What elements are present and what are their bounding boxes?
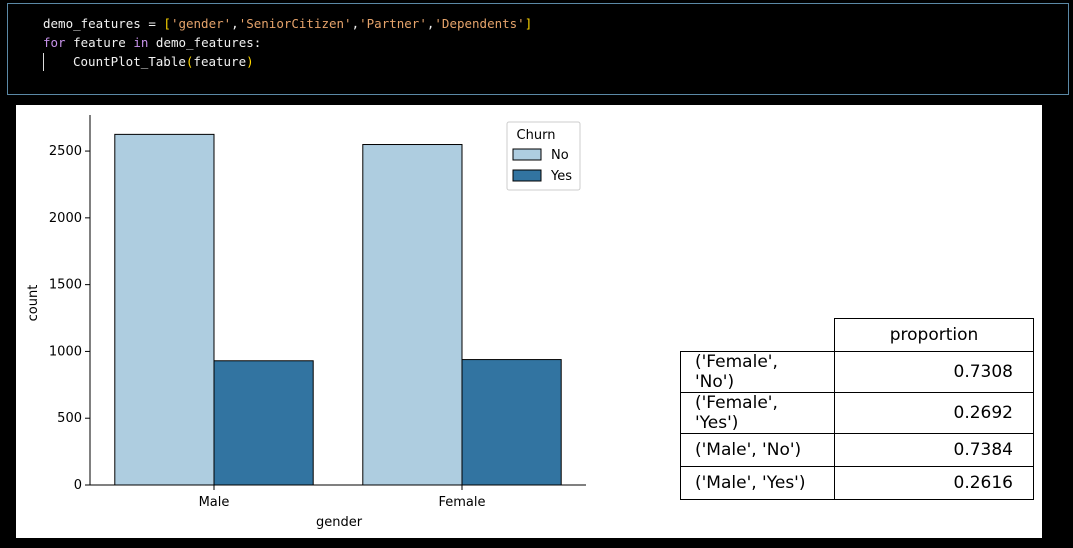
code-bracket-close: ] [524, 16, 533, 31]
table-index-header [681, 319, 835, 352]
code-list-item-2: 'Partner' [359, 16, 427, 31]
table-header-row: proportion [681, 318, 1034, 352]
table-row: ('Female', 'No') 0.7308 [680, 351, 1034, 393]
code-loop-var: feature [73, 35, 126, 50]
table-row-value: 0.7308 [834, 351, 1034, 393]
cell-output: Male Female 0 500 1000 1500 2000 2500 gender co… [16, 105, 1042, 538]
code-for-keyword: for [43, 35, 66, 50]
legend-label-yes: Yes [550, 169, 572, 184]
bar-yes-male [213, 360, 314, 486]
table-column-header: proportion [834, 318, 1034, 352]
code-line-1: demo_features = ['gender','SeniorCitizen… [43, 16, 533, 31]
x-tick-label: Male [199, 495, 230, 510]
table-row-index: ('Male', 'No') [680, 433, 835, 467]
code-bracket-open: [ [163, 16, 171, 31]
code-func-arg: feature [193, 54, 247, 69]
proportion-table: proportion ('Female', 'No') 0.7308 ('Fem… [680, 318, 1034, 500]
table-row: ('Male', 'No') 0.7384 [680, 433, 1034, 467]
code-in-keyword: in [133, 35, 149, 50]
x-tick-label: Female [438, 495, 485, 510]
code-iter-name: demo_features: [155, 35, 262, 50]
bar-no-male [114, 133, 215, 486]
y-axis-title: count [26, 285, 41, 322]
y-tick-label: 2500 [49, 144, 82, 159]
code-line-3: CountPlot_Table(feature) [73, 54, 254, 70]
legend: Churn No Yes [506, 121, 581, 191]
y-tick-label: 500 [57, 411, 82, 426]
code-line-2: for feature in demo_features: [43, 35, 261, 51]
table-row-index: ('Male', 'Yes') [680, 466, 835, 500]
table-row-index: ('Female', 'Yes') [680, 392, 835, 434]
code-list-item-1: 'SeniorCitizen' [238, 16, 352, 31]
y-tick-label: 0 [74, 478, 82, 493]
bar-yes-female [461, 359, 562, 486]
code-list-item-3: 'Dependents' [434, 16, 525, 31]
bar-no-female [362, 144, 463, 486]
legend-label-no: No [551, 148, 569, 163]
code-func-name: CountPlot_Table [73, 54, 186, 69]
code-paren-open: ( [185, 54, 194, 69]
table-row-value: 0.2616 [834, 466, 1034, 500]
x-axis-title: gender [316, 515, 363, 530]
code-var-name: demo_features [43, 16, 141, 31]
code-cell[interactable]: demo_features = ['gender','SeniorCitizen… [7, 3, 1069, 95]
table-row-value: 0.2692 [834, 392, 1034, 434]
y-tick-label: 1500 [49, 278, 82, 293]
legend-swatch-yes [512, 169, 542, 182]
legend-title: Churn [517, 128, 556, 143]
table-row: ('Male', 'Yes') 0.2616 [680, 466, 1034, 500]
indent-guide [43, 53, 44, 71]
table-row: ('Female', 'Yes') 0.2692 [680, 392, 1034, 434]
legend-swatch-no [512, 148, 542, 161]
code-paren-close: ) [246, 54, 254, 69]
y-tick-label: 2000 [49, 211, 82, 226]
countplot-chart: Male Female 0 500 1000 1500 2000 2500 gender co… [26, 115, 586, 530]
table-row-index: ('Female', 'No') [680, 351, 835, 393]
code-list-item-0: 'gender' [170, 16, 232, 31]
table-row-value: 0.7384 [834, 433, 1034, 467]
y-tick-label: 1000 [49, 344, 82, 359]
